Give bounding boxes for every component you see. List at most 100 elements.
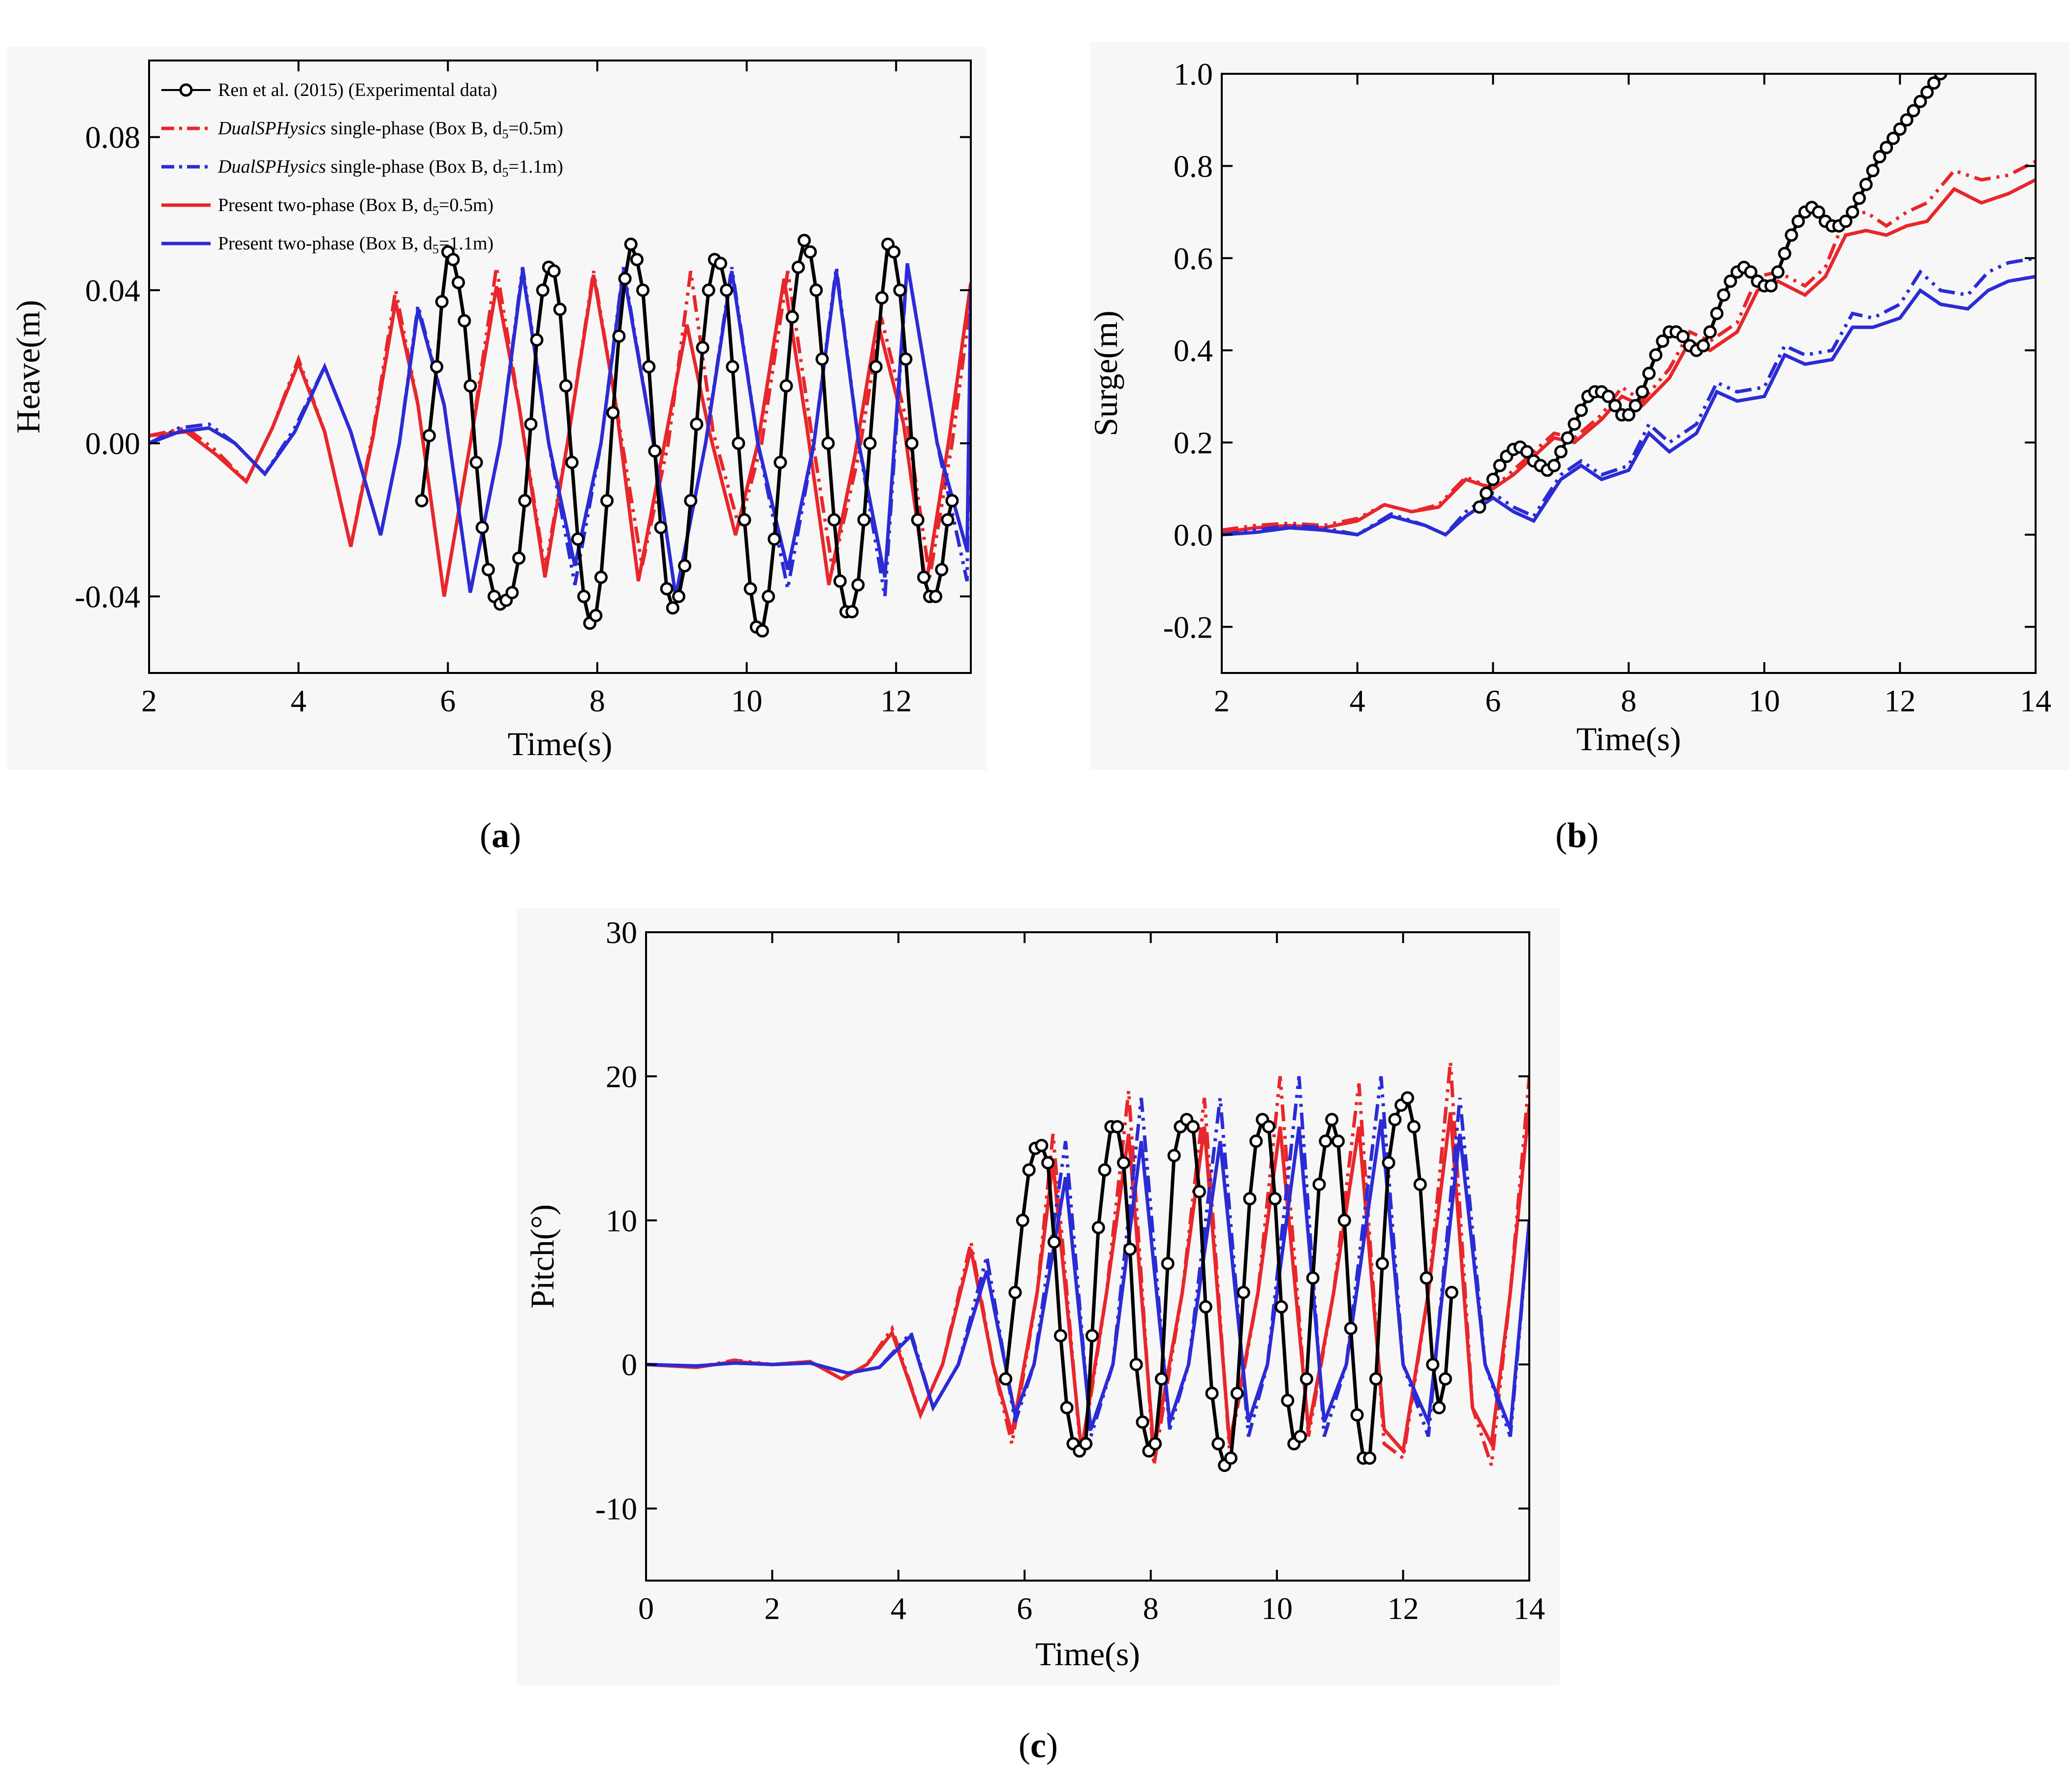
- experimental-data-point: [684, 494, 698, 508]
- experimental-data-point: [1016, 1214, 1029, 1227]
- experimental-data-point: [1123, 1242, 1137, 1256]
- panel-label-b: (b): [1555, 816, 1599, 855]
- experimental-data-point: [1778, 246, 1792, 260]
- experimental-data-point: [600, 494, 614, 508]
- experimental-data-point: [791, 260, 805, 274]
- legend-label-sp11: DualSPHysics single-phase (Box B, d5=1.1…: [217, 156, 563, 180]
- legend-label-part: =1.1m): [508, 156, 563, 177]
- y-tick-label: 0.8: [1174, 149, 1213, 183]
- experimental-data-point: [911, 513, 925, 527]
- experimental-data-point: [1493, 458, 1507, 472]
- experimental-data-point: [1268, 1192, 1282, 1206]
- experimental-data-point: [1237, 1285, 1250, 1299]
- legend-label-part: 5: [502, 127, 508, 141]
- experimental-data-point: [815, 352, 829, 366]
- experimental-data-point: [430, 360, 443, 373]
- x-axis-label: Time(s): [508, 725, 613, 763]
- experimental-data-point: [1853, 191, 1866, 205]
- experimental-data-point: [1642, 366, 1656, 380]
- panel-label-c: (c): [1019, 1726, 1058, 1765]
- experimental-data-point: [565, 456, 579, 469]
- series-line-sp05: [646, 1062, 1529, 1466]
- experimental-data-point: [1907, 104, 1920, 118]
- x-tick-label: 14: [2020, 683, 2051, 718]
- experimental-data-point: [1914, 94, 1927, 108]
- experimental-data-point: [1608, 399, 1622, 413]
- series-group: [646, 1062, 1529, 1472]
- experimental-data-point: [505, 586, 519, 600]
- experimental-data-point: [696, 341, 710, 355]
- experimental-data-point: [1098, 1163, 1112, 1177]
- experimental-data-point: [1281, 1394, 1295, 1407]
- experimental-data-point: [452, 275, 465, 289]
- experimental-data-point: [571, 532, 585, 546]
- experimental-data-point: [762, 589, 775, 603]
- plot-frame: [645, 931, 1530, 1582]
- x-axis-label: Time(s): [1577, 720, 1681, 758]
- experimental-data-point: [768, 532, 781, 546]
- experimental-data-point: [642, 360, 656, 373]
- experimental-data-point: [1199, 1300, 1212, 1313]
- experimental-data-point: [827, 513, 841, 527]
- x-axis-label: Time(s): [1035, 1635, 1140, 1673]
- panel-label-c-letter: c: [1030, 1726, 1046, 1765]
- legend-marker: [179, 83, 193, 97]
- experimental-data-point: [636, 283, 649, 297]
- experimental-data-point: [415, 494, 429, 508]
- y-axis-label: Surge(m): [1087, 310, 1124, 436]
- y-tick-label: 0: [621, 1347, 637, 1382]
- x-tick-label: 6: [1485, 683, 1501, 718]
- experimental-data-point: [1192, 1185, 1206, 1198]
- experimental-data-point: [1629, 399, 1642, 413]
- experimental-data-point: [773, 456, 787, 469]
- y-tick-label: -0.2: [1163, 610, 1213, 644]
- experimental-data-point: [660, 582, 674, 596]
- surge-chart-panel: 2 4 6 8 10 12 14 -0.2 0.0 0.2 0.4 0.6 0.8 1.0 Time(s) S…: [1087, 42, 2069, 855]
- series-line-tp05: [1222, 178, 2036, 534]
- experimental-data-point: [1575, 403, 1588, 417]
- experimental-data-point: [1426, 1358, 1440, 1372]
- experimental-data-point: [941, 513, 955, 527]
- experimental-data-point: [1053, 1329, 1067, 1343]
- experimental-data-point: [720, 283, 734, 297]
- experimental-data-point: [536, 283, 550, 297]
- experimental-data-point: [435, 295, 449, 308]
- experimental-data-point: [1331, 1134, 1345, 1148]
- experimental-data-point: [1312, 1178, 1326, 1191]
- experimental-data-point: [690, 417, 704, 431]
- experimental-data-point: [1934, 74, 1948, 81]
- legend-label-part: 5: [502, 165, 508, 180]
- experimental-data-point: [1703, 325, 1717, 339]
- y-tick-label: -0.04: [75, 579, 140, 614]
- heave-chart-background: [7, 47, 987, 770]
- legend-label-part: 5: [433, 204, 439, 218]
- x-tick-label: 0: [638, 1591, 654, 1626]
- experimental-data-point: [1294, 1430, 1307, 1443]
- series-line-sp11: [1222, 256, 2036, 537]
- plot-frame: [148, 60, 972, 674]
- experimental-data-point: [1148, 1437, 1162, 1451]
- experimental-data-point: [857, 513, 871, 527]
- x-tick-label: 6: [1017, 1591, 1032, 1626]
- experimental-data-point: [797, 234, 811, 247]
- experimental-data-point: [589, 609, 603, 622]
- experimental-data-point: [899, 352, 913, 366]
- experimental-data-point: [1186, 1120, 1200, 1133]
- experimental-data-point: [1480, 487, 1493, 500]
- experimental-data-point: [464, 379, 477, 393]
- y-tick-label: 10: [606, 1203, 637, 1238]
- experimental-data-point: [1262, 1120, 1275, 1133]
- experimental-data-point: [1319, 1134, 1332, 1148]
- experimental-data-point: [1561, 431, 1575, 445]
- experimental-data-point: [1710, 306, 1724, 320]
- experimental-data-point: [648, 444, 662, 458]
- experimental-data-point: [1161, 1257, 1175, 1271]
- experimental-data-point: [804, 245, 817, 259]
- experimental-data-point: [475, 520, 489, 534]
- legend-label-part: =1.1m): [439, 233, 494, 254]
- experimental-data-point: [469, 456, 483, 469]
- y-tick-label: 0.04: [85, 273, 140, 308]
- x-tick-label: 4: [891, 1591, 906, 1626]
- legend-label-part: Present two-phase (Box B, d: [218, 195, 433, 215]
- legend-label-part: DualSPHysics: [217, 118, 326, 139]
